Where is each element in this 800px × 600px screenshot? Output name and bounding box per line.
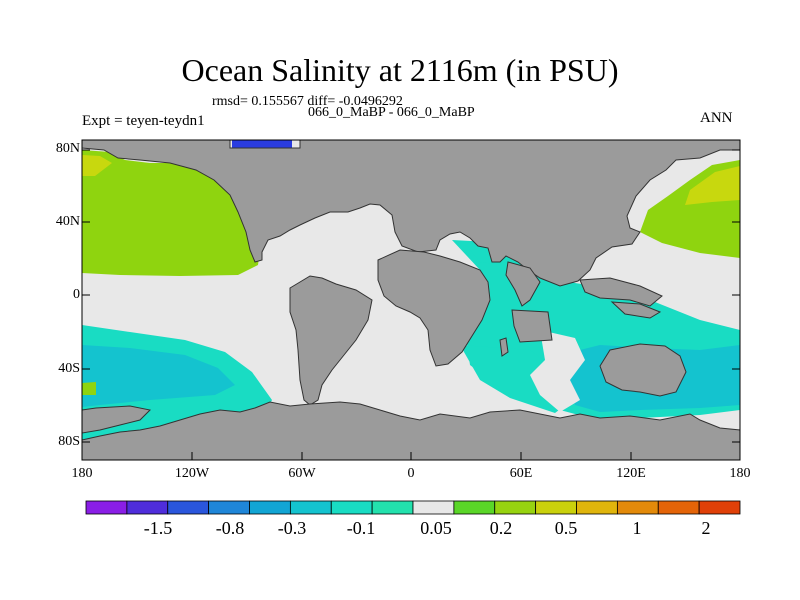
colorbar-label: 0.2: [489, 518, 513, 538]
colorbar-swatch: [412, 500, 455, 515]
lat-tick-label: 40S: [58, 361, 80, 376]
map-plot: [81, 139, 741, 461]
colorbar-swatch: [167, 500, 210, 515]
colorbar-swatch: [535, 500, 577, 515]
colorbar-swatch: [85, 500, 128, 515]
salinity-region-neutral-patch: [530, 330, 585, 412]
lat-tick-label: 0: [73, 287, 80, 302]
colorbar-swatch: [576, 500, 618, 515]
land-southeast-asia: [579, 277, 663, 307]
land-india: [505, 261, 541, 307]
colorbar-swatch: [126, 500, 169, 515]
land-kerguelen: [511, 309, 553, 343]
season-label: ANN: [700, 110, 733, 126]
colorbar-label: -0.8: [215, 518, 245, 538]
colorbar-swatch: [494, 500, 537, 515]
colorbar-swatch: [249, 500, 291, 515]
salinity-region-north-pacific-east-yellow: [685, 166, 740, 205]
land-australia: [599, 343, 687, 397]
colorbar-swatch: [657, 500, 700, 515]
salinity-region-arctic-blue-west: [232, 140, 292, 148]
colorbar-swatch: [698, 500, 741, 515]
land-africa: [377, 249, 491, 367]
lat-tick-label: 80S: [58, 434, 80, 449]
colorbar-label: 0.5: [554, 518, 578, 538]
colorbar-swatch: [289, 500, 332, 515]
colorbar-swatch: [208, 500, 250, 515]
lat-tick-label: 80N: [55, 141, 80, 156]
map-title: Ocean Salinity at 2116m (in PSU): [181, 52, 619, 88]
colorbar-label: 1: [632, 518, 642, 538]
lon-tick-label: 120E: [616, 466, 646, 481]
land-north-america: [81, 139, 741, 287]
colorbar-swatch: [330, 500, 373, 515]
lon-tick-label: 180: [729, 466, 751, 481]
lon-tick-label: 60E: [509, 466, 533, 481]
colorbar-label: -1.5: [143, 518, 173, 538]
experiment-label: Expt = teyen-teydn1: [82, 113, 205, 129]
colorbar-label: -0.3: [277, 518, 307, 538]
land-south-america: [289, 275, 373, 406]
colorbar-label: 2: [701, 518, 711, 538]
colorbar-swatch: [616, 500, 659, 515]
colorbar-label: 0.05: [420, 518, 452, 538]
lat-tick-label: 40N: [55, 214, 80, 229]
colorbar-swatch: [371, 500, 414, 515]
salinity-region-south-pacific-green: [82, 382, 96, 395]
colorbar: [85, 500, 741, 515]
land-indonesia: [610, 301, 662, 319]
lon-tick-label: 60W: [288, 466, 316, 481]
stats-line: rmsd= 0.155567 diff= -0.0496292: [212, 94, 403, 109]
comparison-label: 066_0_MaBP - 066_0_MaBP: [308, 105, 475, 120]
lon-tick-label: 0: [407, 466, 415, 481]
salinity-region-south-pacific-cyan: [82, 345, 235, 407]
colorbar-label: -0.1: [346, 518, 376, 538]
colorbar-swatch: [453, 500, 496, 515]
salinity-region-north-pacific-west-yellow: [82, 155, 112, 176]
lon-tick-label: 120W: [174, 466, 210, 481]
lon-tick-label: 180: [71, 466, 93, 481]
axis-ticks: [82, 149, 740, 460]
land-madagascar: [499, 337, 509, 357]
